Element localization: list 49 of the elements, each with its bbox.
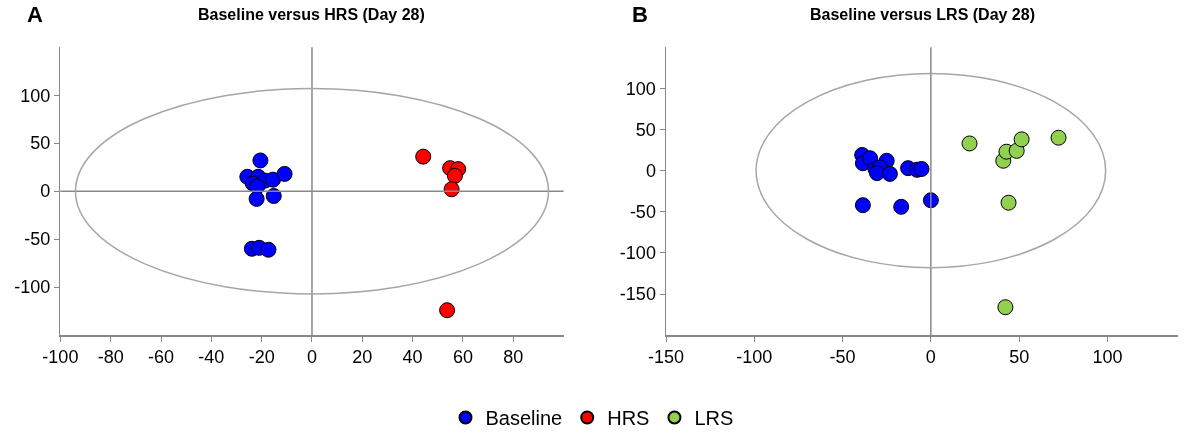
point (252, 152, 269, 169)
text: B (632, 2, 648, 27)
x-tick-label: -100 (736, 347, 773, 368)
point (248, 190, 265, 207)
y-tick-label: 0 (645, 160, 656, 181)
point (260, 241, 277, 258)
y-tick-label: 100 (625, 78, 656, 99)
x-tick-label: -20 (248, 347, 275, 368)
x-tick-label: 60 (452, 347, 473, 368)
legend-label: LRS (694, 407, 734, 430)
point (1013, 131, 1030, 148)
point (854, 197, 871, 214)
y-tick-label: 100 (20, 85, 51, 106)
point (446, 167, 463, 184)
point (439, 302, 456, 319)
y-tick-label: 50 (635, 119, 656, 140)
point (961, 135, 978, 152)
point (264, 171, 281, 188)
point (415, 148, 432, 165)
y-tick-label: -100 (619, 243, 656, 264)
x-tick-label: 0 (925, 347, 936, 368)
point (1000, 194, 1017, 211)
y-tick-label: 0 (40, 181, 51, 202)
x-tick-label: 80 (503, 347, 524, 368)
x-tick-label: 50 (1009, 347, 1030, 368)
point (997, 299, 1014, 316)
point (913, 160, 930, 177)
point (1050, 129, 1067, 146)
y-tick-label: -100 (14, 277, 51, 298)
x-tick-label: 40 (402, 347, 423, 368)
x-tick-label: -40 (198, 347, 225, 368)
point (276, 165, 293, 182)
legend-label: HRS (607, 407, 650, 430)
y-tick-label: 50 (30, 133, 51, 154)
point (881, 165, 898, 182)
x-tick-label: -80 (97, 347, 124, 368)
y-tick-label: -150 (619, 284, 656, 305)
chart-title: Baseline versus HRS (Day 28) (198, 6, 425, 23)
y-tick-label: -50 (24, 229, 51, 250)
x-tick-label: -60 (148, 347, 175, 368)
x-tick-label: -50 (829, 347, 856, 368)
x-tick-label: 100 (1092, 347, 1123, 368)
point (893, 198, 910, 215)
text: A (27, 2, 43, 27)
y-tick-label: -50 (629, 202, 656, 223)
chart-title: Baseline versus LRS (Day 28) (810, 6, 1035, 23)
x-tick-label: 0 (306, 347, 317, 368)
x-tick-label: 20 (352, 347, 373, 368)
legend-label: Baseline (485, 407, 563, 430)
